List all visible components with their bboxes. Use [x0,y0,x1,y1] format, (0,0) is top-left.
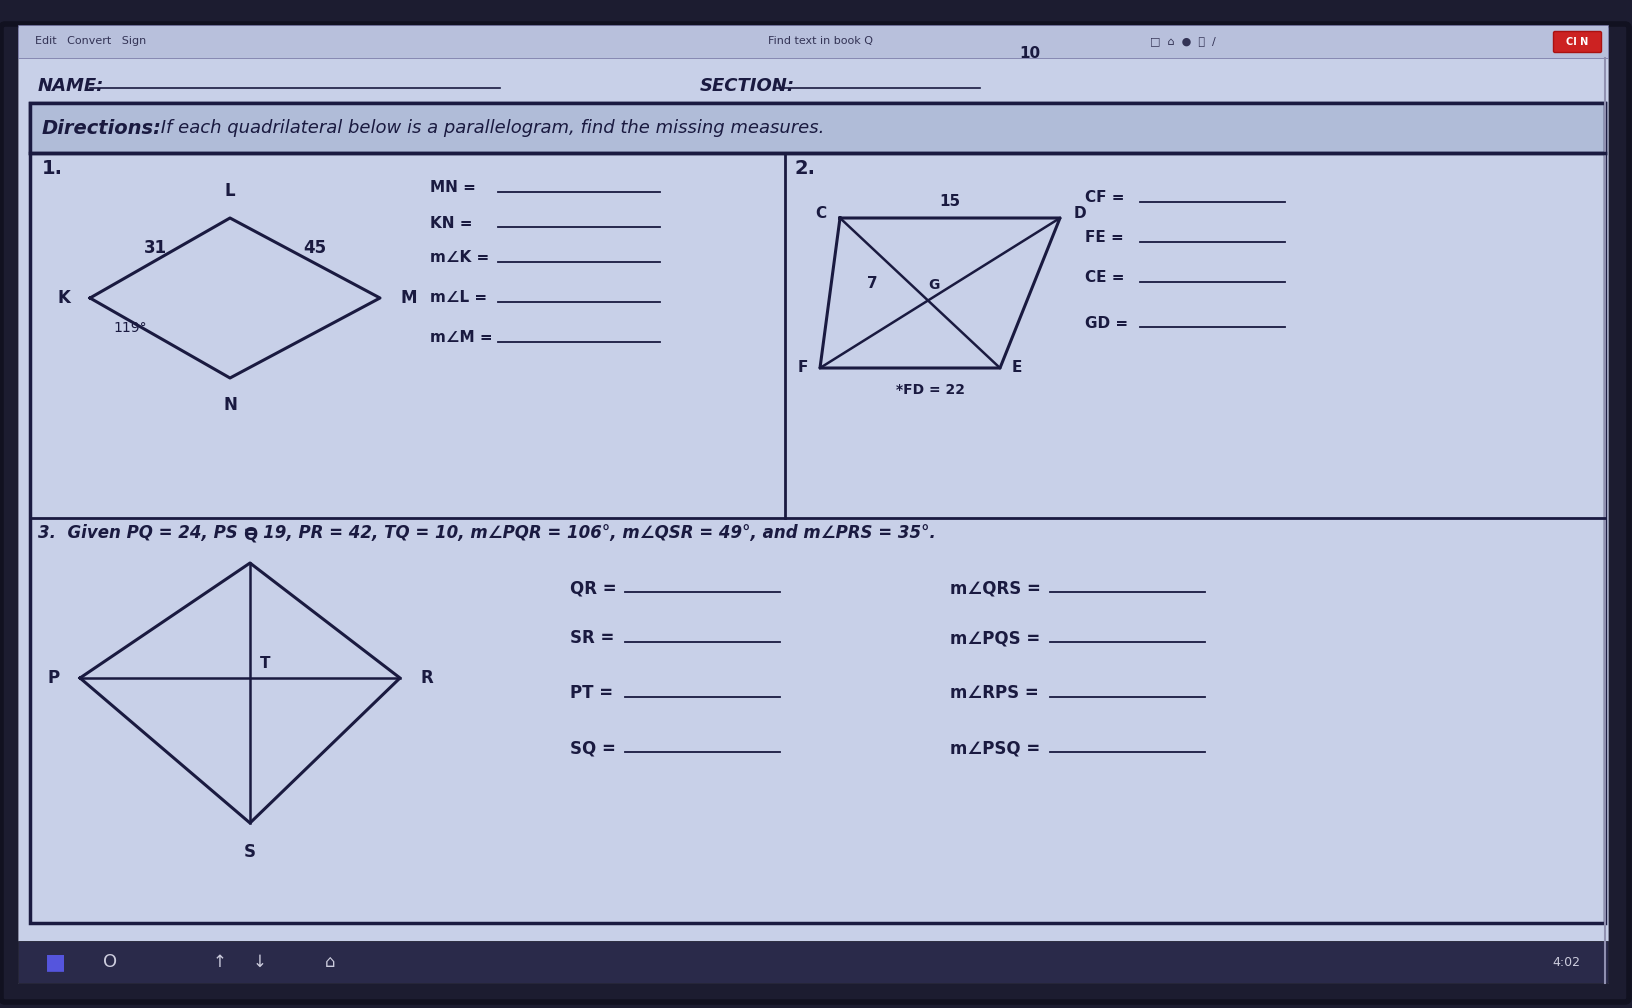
Text: NAME:: NAME: [38,77,104,95]
Text: ↑: ↑ [214,953,227,971]
Text: D: D [1074,206,1087,221]
Text: 7: 7 [867,275,878,290]
Text: MN =: MN = [429,180,481,196]
Text: FE =: FE = [1085,231,1129,246]
Text: □  ⌂  ●  ⓘ  /: □ ⌂ ● ⓘ / [1151,36,1216,46]
Text: 10: 10 [1020,45,1041,60]
Text: If each quadrilateral below is a parallelogram, find the missing measures.: If each quadrilateral below is a paralle… [155,119,824,137]
Text: L: L [225,182,235,200]
Text: M: M [400,289,416,307]
Text: O: O [103,953,118,971]
Text: KN =: KN = [429,216,478,231]
Text: ■: ■ [44,952,65,972]
Text: CF =: CF = [1085,191,1129,206]
Text: 2.: 2. [795,158,816,177]
Text: R: R [419,669,432,687]
Text: C: C [814,206,826,221]
Bar [29,103,1604,923]
Text: F: F [798,361,808,376]
Text: SQ =: SQ = [570,739,622,757]
FancyBboxPatch shape [1554,31,1601,52]
Text: P: P [47,669,60,687]
Text: ↓: ↓ [253,953,268,971]
Bar [18,25,1608,58]
Text: ⌂: ⌂ [325,953,335,971]
Text: 31: 31 [144,239,166,257]
Text: Q: Q [243,525,258,543]
Text: CE =: CE = [1085,270,1129,285]
Text: *FD = 22: *FD = 22 [896,383,965,397]
Text: 45: 45 [304,239,326,257]
Text: K: K [57,289,70,307]
Text: G: G [929,278,940,292]
Text: m∠PQS =: m∠PQS = [950,629,1046,647]
Text: m∠PSQ =: m∠PSQ = [950,739,1046,757]
Text: 119°: 119° [113,321,147,335]
Text: 3.  Given PQ = 24, PS = 19, PR = 42, TQ = 10, m∠PQR = 106°, m∠QSR = 49°, and m∠P: 3. Given PQ = 24, PS = 19, PR = 42, TQ =… [38,524,935,542]
Text: Edit   Convert   Sign: Edit Convert Sign [34,36,147,46]
Text: Find text in book Q: Find text in book Q [767,36,873,46]
Text: Directions:: Directions: [42,119,162,137]
Text: GD =: GD = [1085,316,1133,331]
Text: PT =: PT = [570,684,619,702]
Text: CI N: CI N [1565,37,1588,47]
Text: m∠RPS =: m∠RPS = [950,684,1044,702]
Text: 15: 15 [940,195,961,210]
Text: m∠M =: m∠M = [429,331,498,346]
Text: SR =: SR = [570,629,620,647]
Text: 1.: 1. [42,158,64,177]
FancyBboxPatch shape [2,24,1629,1002]
Text: T: T [259,655,271,670]
Text: m∠QRS =: m∠QRS = [950,579,1046,597]
Text: S: S [245,843,256,861]
Bar [18,941,1608,983]
Text: 4:02: 4:02 [1552,956,1580,969]
Text: m∠K =: m∠K = [429,251,494,265]
Text: N: N [224,396,237,414]
Text: QR =: QR = [570,579,622,597]
Text: SECTION:: SECTION: [700,77,795,95]
Text: m∠L =: m∠L = [429,290,493,305]
Bar [29,103,1604,153]
Text: E: E [1012,361,1022,376]
